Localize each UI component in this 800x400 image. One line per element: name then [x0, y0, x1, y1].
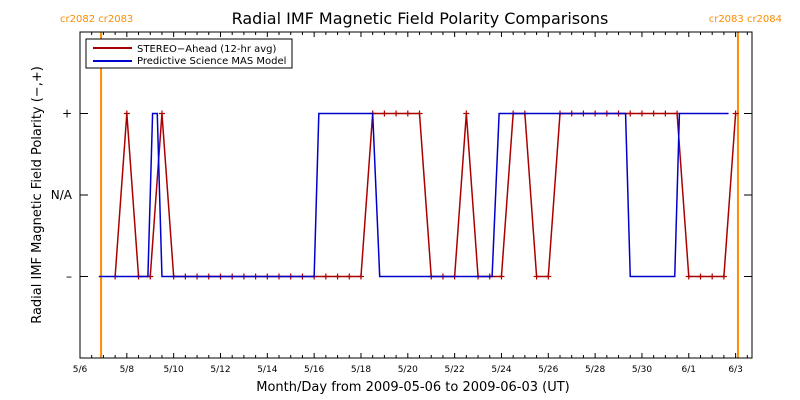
legend: STEREO−Ahead (12-hr avg) Predictive Scie… [85, 38, 293, 69]
stereo-point [662, 110, 669, 117]
y-axis-ticks: + N/A – [51, 31, 752, 359]
stereo-point [463, 110, 470, 117]
x-tick-label: 5/8 [120, 365, 135, 375]
stereo-point [697, 273, 704, 280]
stereo-point [381, 110, 388, 117]
x-tick-label: 5/12 [210, 365, 230, 375]
stereo-point [650, 110, 657, 117]
y-tick-label: + [62, 107, 72, 121]
stereo-point [404, 110, 411, 117]
carrington-label: cr2083 cr2084 [709, 14, 782, 25]
x-axis-ticks: 5/6 5/8 5/10 5/12 5/14 5/16 5/18 5/20 5/22 5/24 5/… [73, 32, 748, 375]
mas-series-line [98, 112, 729, 278]
carrington-layer: cr2082 cr2083 cr2083 cr2084 [60, 14, 782, 358]
stereo-point [545, 273, 552, 280]
stereo-point [709, 273, 716, 280]
stereo-point [638, 110, 645, 117]
stereo-point [158, 110, 165, 117]
x-tick-label: 5/16 [304, 365, 324, 375]
x-tick-label: 5/14 [257, 365, 277, 375]
x-tick-label: 5/20 [398, 365, 418, 375]
x-tick-label: 5/30 [632, 365, 652, 375]
stereo-point [498, 273, 505, 280]
stereo-point [720, 273, 727, 280]
y-tick-label: – [66, 270, 72, 284]
stereo-point [416, 110, 423, 117]
stereo-point [346, 273, 353, 280]
stereo-point [533, 273, 540, 280]
x-axis-label: Month/Day from 2009-05-06 to 2009-06-03 … [256, 380, 569, 395]
legend-box [85, 38, 293, 69]
stereo-point [334, 273, 341, 280]
chart-title: Radial IMF Magnetic Field Polarity Compa… [232, 9, 609, 28]
x-tick-label: 5/24 [491, 365, 511, 375]
stereo-point [393, 110, 400, 117]
stereo-point [732, 110, 739, 117]
x-tick-label: 5/10 [164, 365, 184, 375]
x-tick-label: 5/28 [585, 365, 605, 375]
series-layer [98, 110, 739, 280]
legend-label-mas: Predictive Science MAS Model [137, 56, 286, 67]
stereo-series-line [114, 112, 737, 278]
carrington-label: cr2082 cr2083 [60, 14, 133, 25]
x-tick-label: 5/22 [445, 365, 465, 375]
y-axis-label: Radial IMF Magnetic Field Polarity (−,+) [30, 66, 45, 324]
stereo-point [627, 110, 634, 117]
x-tick-label: 5/26 [538, 365, 558, 375]
x-tick-label: 5/18 [351, 365, 371, 375]
x-tick-label: 6/3 [728, 365, 742, 375]
stereo-point [322, 273, 329, 280]
x-tick-label: 5/6 [73, 365, 88, 375]
stereo-point [123, 110, 130, 117]
x-tick-label: 6/1 [682, 365, 696, 375]
stereo-point [685, 273, 692, 280]
stereo-point [357, 273, 364, 280]
plot-frame [79, 31, 753, 359]
y-tick-label: N/A [51, 188, 73, 202]
legend-label-stereo: STEREO−Ahead (12-hr avg) [137, 44, 277, 55]
